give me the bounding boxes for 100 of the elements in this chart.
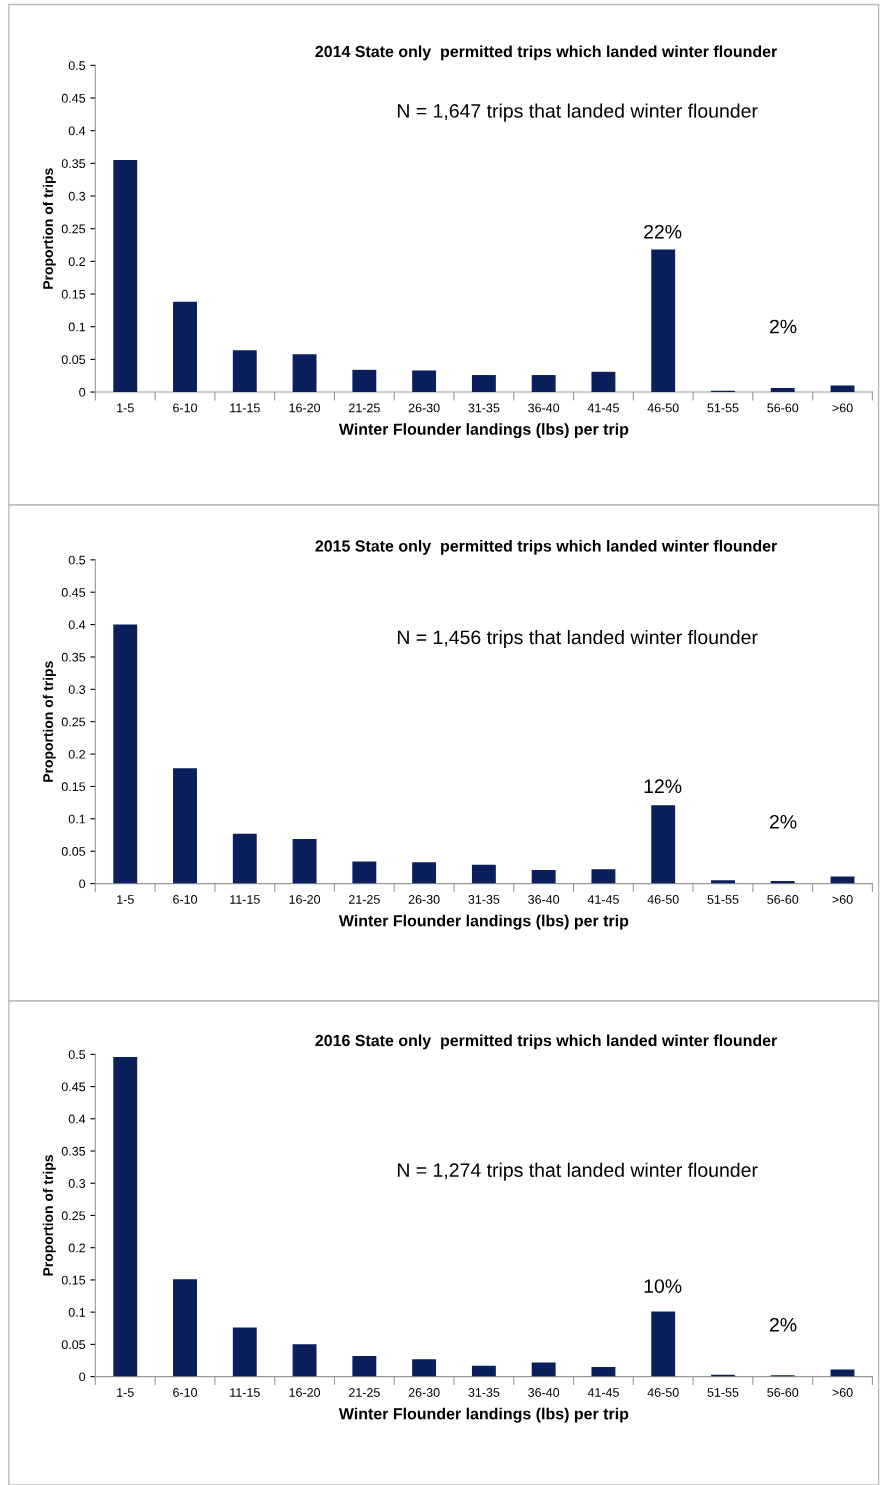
x-tick-label: 51-55 bbox=[707, 1388, 739, 1397]
y-tick-label: 0.25 bbox=[61, 224, 86, 234]
bar bbox=[173, 768, 197, 884]
y-axis-title: Proportion of trips bbox=[42, 1155, 56, 1276]
bar bbox=[113, 1056, 138, 1377]
y-axis-title: Proportion of trips bbox=[42, 168, 56, 289]
x-axis-title: Winter Flounder landings (lbs) per trip bbox=[338, 914, 629, 930]
bar bbox=[591, 371, 616, 393]
annotation: 10% bbox=[644, 1279, 682, 1293]
x-tick-label: 1-5 bbox=[117, 1388, 134, 1397]
bar bbox=[232, 1327, 257, 1377]
x-tick-label: 6-10 bbox=[173, 403, 198, 413]
bar bbox=[232, 350, 257, 393]
x-tick-label: 46-50 bbox=[647, 1388, 679, 1397]
y-tick-label: 0.2 bbox=[68, 1243, 86, 1253]
y-tick-label: 0.45 bbox=[61, 93, 86, 103]
bar bbox=[412, 862, 437, 884]
x-tick-label: 56-60 bbox=[767, 1388, 799, 1397]
bar bbox=[232, 833, 257, 884]
x-tick-label: 46-50 bbox=[647, 403, 679, 413]
annotation: 2% bbox=[769, 319, 797, 334]
x-tick-label: 16-20 bbox=[289, 403, 321, 413]
bar bbox=[292, 354, 317, 393]
x-tick-label: 16-20 bbox=[289, 895, 321, 904]
bar bbox=[770, 388, 795, 393]
annotation: 12% bbox=[644, 779, 682, 794]
y-tick-label: 0.35 bbox=[61, 159, 86, 168]
annotation: 2% bbox=[769, 814, 797, 829]
annotation: 2% bbox=[769, 1317, 797, 1332]
x-tick-label: 41-45 bbox=[587, 895, 619, 904]
y-tick-label: 0.15 bbox=[61, 289, 86, 299]
y-tick-label: 0.25 bbox=[61, 1211, 86, 1221]
bar bbox=[651, 249, 676, 393]
bar bbox=[352, 861, 377, 884]
bar bbox=[651, 805, 676, 884]
bar bbox=[352, 369, 377, 393]
bar bbox=[173, 1279, 197, 1377]
bar bbox=[292, 1344, 317, 1377]
x-axis-title: Winter Flounder landings (lbs) per trip bbox=[338, 423, 629, 439]
x-tick-label: 41-45 bbox=[587, 403, 619, 413]
x-tick-label: 36-40 bbox=[528, 403, 560, 413]
y-tick-label: 0.15 bbox=[61, 1275, 86, 1285]
bar bbox=[591, 869, 616, 884]
annotation: N = 1,456 trips that landed winter flounder bbox=[397, 629, 758, 649]
x-tick-label: 31-35 bbox=[468, 895, 500, 904]
y-tick-label: 0.5 bbox=[68, 555, 86, 565]
x-tick-label: 56-60 bbox=[767, 895, 799, 904]
bar bbox=[471, 864, 496, 884]
x-tick-label: 31-35 bbox=[468, 1388, 500, 1397]
y-tick-label: 0.5 bbox=[68, 1050, 86, 1059]
bar bbox=[113, 624, 138, 884]
x-tick-label: 21-25 bbox=[348, 403, 380, 413]
y-tick-label: 0.05 bbox=[61, 355, 86, 365]
x-tick-label: 51-55 bbox=[707, 895, 739, 904]
bar bbox=[591, 1366, 616, 1377]
y-tick-label: 0 bbox=[79, 1372, 86, 1382]
y-axis-title: Proportion of trips bbox=[42, 661, 56, 782]
y-tick-label: 0.3 bbox=[68, 191, 86, 201]
bar bbox=[412, 370, 437, 393]
y-tick-label: 0.5 bbox=[68, 61, 86, 70]
bar bbox=[292, 838, 317, 884]
bar bbox=[412, 1359, 437, 1377]
bar bbox=[531, 869, 556, 884]
y-tick-label: 0.25 bbox=[61, 717, 86, 727]
bar bbox=[531, 1362, 556, 1377]
y-tick-label: 0 bbox=[79, 387, 86, 397]
x-axis-title: Winter Flounder landings (lbs) per trip bbox=[338, 1407, 629, 1423]
bar bbox=[471, 375, 496, 393]
y-tick-label: 0.45 bbox=[61, 588, 86, 597]
y-tick-label: 0.3 bbox=[68, 685, 86, 694]
y-tick-label: 0.2 bbox=[68, 749, 86, 759]
annotation: N = 1,274 trips that landed winter flounder bbox=[397, 1162, 758, 1181]
x-tick-label: 1-5 bbox=[117, 403, 134, 413]
y-tick-label: 0.15 bbox=[61, 782, 86, 792]
y-tick-label: 0.05 bbox=[61, 847, 86, 856]
y-tick-label: 0.35 bbox=[61, 652, 86, 662]
bar bbox=[651, 1311, 676, 1377]
x-tick-label: 21-25 bbox=[348, 895, 380, 904]
y-tick-label: 0.1 bbox=[68, 814, 86, 824]
x-tick-label: 31-35 bbox=[468, 403, 500, 413]
bar bbox=[531, 375, 556, 393]
y-tick-label: 0.4 bbox=[68, 620, 86, 630]
y-tick-label: 0.2 bbox=[68, 257, 86, 267]
chart-title: 2016 State only permitted trips which landed winter flounder bbox=[315, 1034, 778, 1050]
bar bbox=[173, 301, 197, 393]
x-tick-label: 1-5 bbox=[117, 895, 134, 904]
bar bbox=[830, 876, 855, 884]
x-tick-label: 11-15 bbox=[230, 895, 260, 904]
x-tick-label: 21-25 bbox=[348, 1388, 380, 1397]
y-tick-label: 0.1 bbox=[68, 322, 86, 332]
y-tick-label: 0.35 bbox=[61, 1146, 86, 1156]
y-tick-label: 0.45 bbox=[61, 1082, 86, 1092]
annotation: 22% bbox=[644, 224, 682, 239]
bar bbox=[711, 880, 735, 884]
x-tick-label: 6-10 bbox=[173, 1388, 198, 1397]
bar bbox=[352, 1355, 377, 1377]
x-tick-label: >60 bbox=[832, 895, 853, 904]
x-tick-label: 11-15 bbox=[230, 403, 260, 413]
x-tick-label: 51-55 bbox=[707, 403, 739, 413]
x-tick-label: 26-30 bbox=[408, 1388, 440, 1397]
